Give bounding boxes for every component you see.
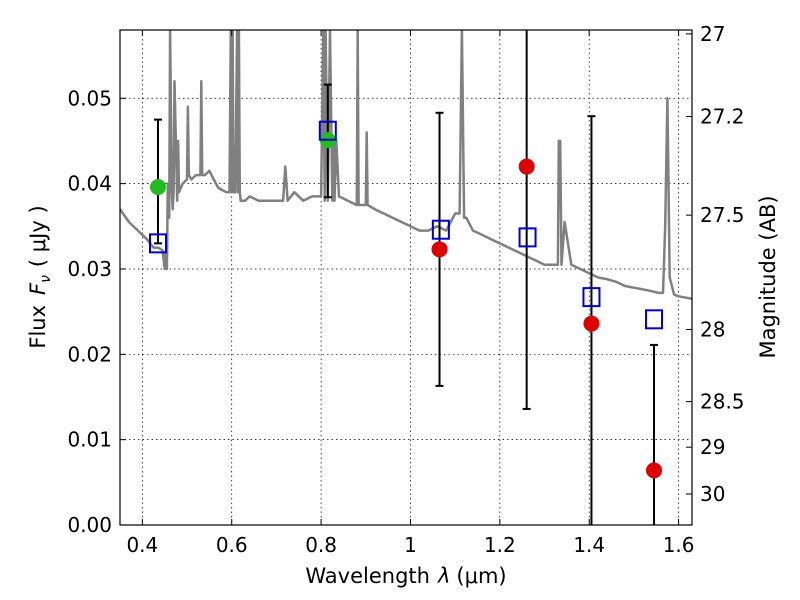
y2-tick-label: 28.5 (700, 390, 745, 414)
x-tick-label: 0.4 (126, 533, 158, 557)
x-tick-label: 0.6 (216, 533, 248, 557)
data-layer (120, 30, 692, 525)
plot-frame (119, 29, 693, 526)
y-tick-label: 0.04 (67, 172, 112, 196)
model-flux-square (582, 287, 601, 308)
y2-tick-label: 28 (700, 317, 725, 341)
y-tick-label: 0.03 (67, 257, 112, 281)
data-point (646, 462, 663, 479)
y2-tick-label: 27.5 (700, 203, 745, 227)
x-tick-label: 1.4 (573, 533, 605, 557)
model-flux-square (431, 219, 450, 240)
y2-tick-label: 27.2 (700, 105, 745, 129)
model-flux-square (318, 120, 337, 141)
tick-labels: 0.4 0.6 0.8 1 1.2 1.4 1.6 0.00 0.01 0.02 0.03 0.04 0… (67, 22, 744, 557)
x-axis-label: Wavelength λ (μm) (305, 564, 506, 588)
data-point (149, 179, 166, 196)
data-point (583, 315, 600, 332)
y-tick-label: 0.02 (67, 342, 112, 366)
y2-tick-label: 30 (700, 482, 725, 506)
y2-axis-label: Magnitude (AB) (756, 195, 780, 358)
y2-tick-label: 27 (700, 22, 725, 46)
model-flux-square (518, 227, 537, 248)
data-point (518, 158, 535, 175)
model-flux-square (645, 309, 664, 330)
x-tick-label: 1 (404, 533, 417, 557)
y2-tick-label: 29 (700, 435, 725, 459)
model-spectrum-line (120, 30, 692, 301)
y-axis-label: FluxFν( μJy ) (26, 205, 54, 348)
model-flux-square (148, 233, 167, 254)
y-tick-label: 0.00 (67, 513, 112, 537)
x-tick-label: 1.2 (484, 533, 516, 557)
data-point (431, 241, 448, 258)
x-tick-label: 0.8 (305, 533, 337, 557)
x-tick-label: 1.6 (663, 533, 695, 557)
y-tick-label: 0.05 (67, 86, 112, 110)
tick-marks (120, 30, 692, 526)
y-tick-label: 0.01 (67, 428, 112, 452)
plot-background (120, 30, 692, 525)
